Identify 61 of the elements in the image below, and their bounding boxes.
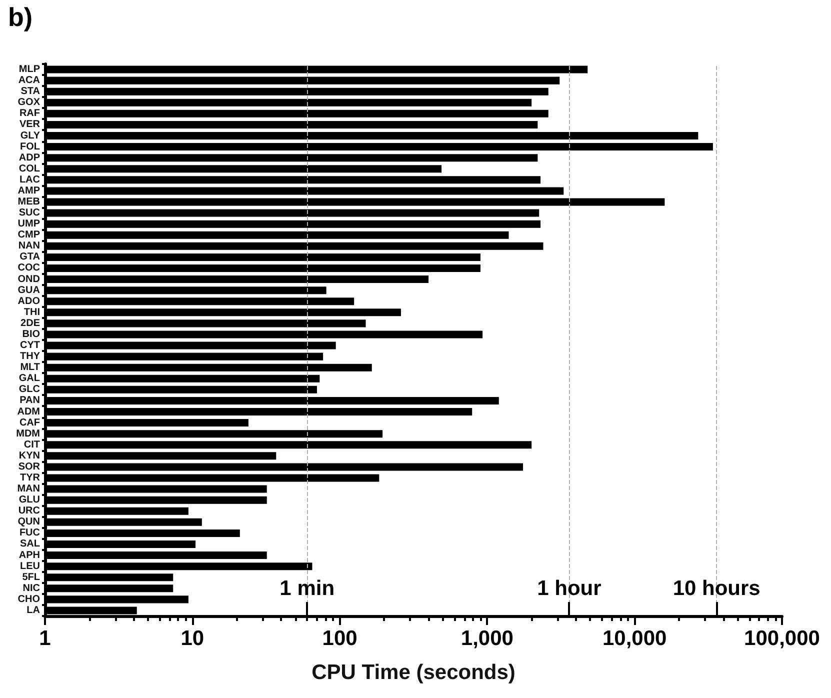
x-tick-label: 10,000 <box>602 627 667 650</box>
x-tick-label: 100,000 <box>744 627 820 650</box>
y-tick-label: THI <box>24 306 40 318</box>
y-tick-label: TYR <box>20 472 41 484</box>
y-tick-label: RAF <box>19 108 40 120</box>
y-tick-label: MAN <box>17 484 40 495</box>
x-tick-label: 100 <box>322 627 358 650</box>
y-tick-label: ADP <box>18 152 40 164</box>
y-tick-label: GLC <box>18 384 40 396</box>
y-tick-label: GUA <box>18 284 40 296</box>
x-tick-label: 1 <box>39 627 52 650</box>
x-tick-label: 1,000 <box>460 627 514 650</box>
ref-line-label: 10 hours <box>672 577 760 600</box>
y-tick-label: BIO <box>22 328 40 340</box>
y-tick-label: STA <box>20 86 40 98</box>
y-tick-label: AMP <box>18 185 40 196</box>
y-tick-label: ADM <box>17 406 40 418</box>
y-tick-label: QUN <box>18 516 40 528</box>
y-tick-label: APH <box>18 550 40 561</box>
y-tick-label: CIT <box>24 439 40 450</box>
y-tick-label: CYT <box>20 340 40 352</box>
ref-line-label: 1 min <box>280 577 335 600</box>
y-tick-label: GOX <box>18 97 40 108</box>
y-tick-label: VER <box>19 119 41 130</box>
y-tick-label: FOL <box>20 141 40 152</box>
x-axis-title: CPU Time (seconds) <box>312 661 516 684</box>
y-tick-label: MLP <box>18 64 40 76</box>
y-tick-label: CAF <box>19 417 40 428</box>
y-tick-label: CHO <box>18 594 40 605</box>
y-tick-label: ADO <box>18 296 40 307</box>
ref-line-label: 1 hour <box>537 577 602 600</box>
y-tick-label: UMP <box>18 218 40 230</box>
y-tick-label: URC <box>18 506 40 517</box>
y-tick-label: LEU <box>20 560 40 572</box>
y-tick-label: SUC <box>18 208 40 219</box>
y-tick-label: SOR <box>18 461 41 472</box>
y-tick-label: LA <box>26 604 40 616</box>
y-tick-label: THY <box>20 351 40 362</box>
y-tick-label: GAL <box>18 373 40 384</box>
y-tick-label: MDM <box>16 428 40 440</box>
y-tick-label: NIC <box>22 582 40 594</box>
x-tick-label: 10 <box>180 627 204 650</box>
y-tick-label: GTA <box>20 252 40 263</box>
y-tick-label: SAL <box>20 538 40 550</box>
y-tick-label: MLT <box>20 362 40 374</box>
y-tick-label: ACA <box>18 75 40 86</box>
y-tick-label: 2DE <box>20 318 40 329</box>
y-tick-label: PAN <box>20 395 40 406</box>
y-tick-label: FUC <box>19 528 40 539</box>
y-tick-label: LAC <box>19 174 40 186</box>
y-tick-label: KYN <box>18 450 40 462</box>
y-tick-label: OND <box>18 274 40 285</box>
y-tick-label: COL <box>18 163 40 174</box>
y-tick-label: COC <box>18 262 40 274</box>
y-tick-label: MEB <box>18 196 40 208</box>
y-tick-label: 5FL <box>22 572 40 583</box>
y-tick-label: NAN <box>18 240 40 252</box>
y-tick-label: CMP <box>18 230 40 241</box>
text: b) <box>8 2 33 32</box>
y-tick-label: GLY <box>20 130 40 142</box>
y-tick-label: GLU <box>18 494 40 506</box>
